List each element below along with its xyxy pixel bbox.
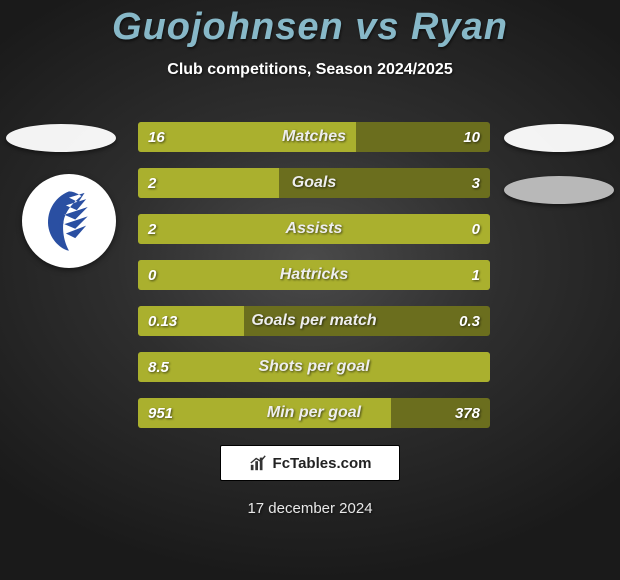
stat-label: Hattricks [138,260,490,290]
page-title: Guojohnsen vs Ryan [0,0,620,49]
stat-row: 2Goals3 [138,168,490,198]
date-text: 17 december 2024 [0,500,620,517]
stats-bars: 16Matches102Goals32Assists00Hattricks10.… [138,122,490,444]
team-logo [22,174,116,268]
brand-text: FcTables.com [273,455,372,472]
player-left-badge [6,124,116,152]
stat-label: Goals per match [138,306,490,336]
subtitle: Club competitions, Season 2024/2025 [0,61,620,79]
chief-head-icon [30,182,108,260]
content-root: Guojohnsen vs Ryan Club competitions, Se… [0,0,620,580]
stat-value-right: 378 [455,398,480,428]
stat-row: 0Hattricks1 [138,260,490,290]
stat-label: Min per goal [138,398,490,428]
brand-badge[interactable]: FcTables.com [220,445,400,481]
stat-label: Assists [138,214,490,244]
stat-label: Goals [138,168,490,198]
stat-row: 16Matches10 [138,122,490,152]
stat-value-right: 0.3 [459,306,480,336]
chart-icon [249,454,267,472]
stat-row: 951Min per goal378 [138,398,490,428]
stat-value-right: 1 [472,260,480,290]
stat-value-right: 0 [472,214,480,244]
stat-label: Shots per goal [138,352,490,382]
stat-row: 2Assists0 [138,214,490,244]
stat-row: 0.13Goals per match0.3 [138,306,490,336]
stat-value-right: 3 [472,168,480,198]
stat-label: Matches [138,122,490,152]
player-right-badge-2 [504,176,614,204]
player-right-badge-1 [504,124,614,152]
stat-value-right: 10 [463,122,480,152]
stat-row: 8.5Shots per goal [138,352,490,382]
